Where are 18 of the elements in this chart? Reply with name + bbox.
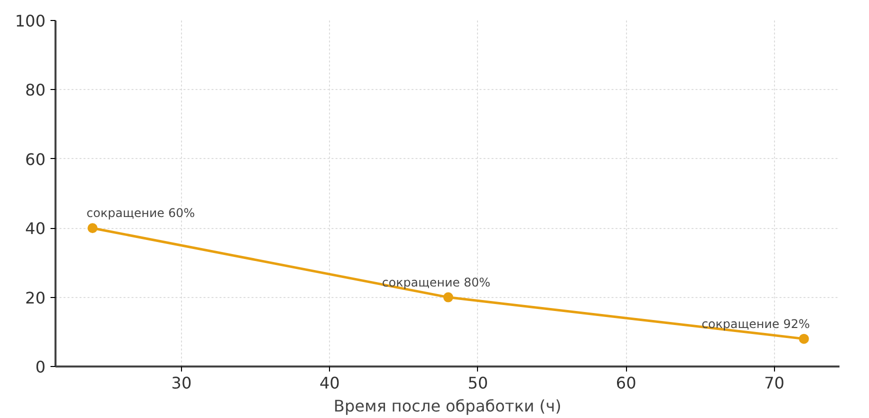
x-tick-label: 40 bbox=[320, 374, 340, 392]
annotation: сокращение 92% bbox=[702, 316, 810, 331]
y-tick-label: 0 bbox=[35, 358, 46, 376]
x-axis-title: Время после обработки (ч) bbox=[334, 396, 562, 416]
x-tick-label: 70 bbox=[764, 374, 784, 392]
x-tick-label: 50 bbox=[468, 374, 488, 392]
y-tick-label: 20 bbox=[25, 288, 46, 308]
annotation: сокращение 60% bbox=[86, 206, 195, 220]
x-tick-label: 30 bbox=[171, 374, 192, 392]
annotation: сокращение 80% bbox=[382, 275, 490, 290]
x-tick-label: 60 bbox=[616, 374, 636, 392]
point bbox=[798, 334, 809, 344]
point bbox=[88, 223, 98, 234]
point bbox=[443, 292, 454, 302]
y-tick-label: 80 bbox=[25, 80, 46, 100]
y-tick-label: 40 bbox=[25, 219, 46, 238]
y-tick-label: 100 bbox=[14, 12, 46, 30]
y-tick-label: 60 bbox=[25, 150, 46, 169]
